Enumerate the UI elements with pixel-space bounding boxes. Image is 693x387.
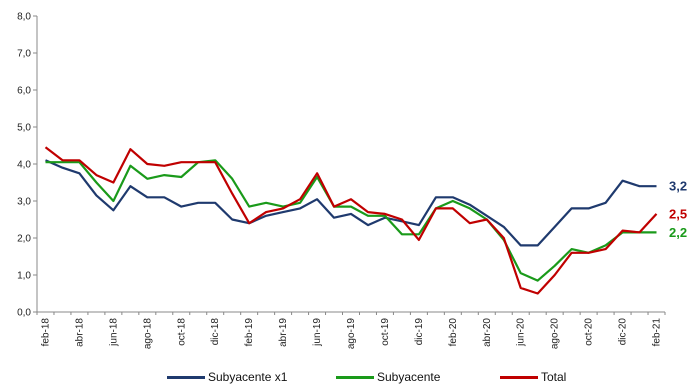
x-tick-label: feb-21 [652,318,663,347]
legend-label-subyacente-x1: Subyacente x1 [208,370,288,384]
x-tick-label: jun-19 [312,318,323,347]
x-tick-label: jun-18 [108,318,119,347]
legend-swatch-total [500,375,538,379]
series-line-total [44,146,658,295]
chart-series [44,146,658,295]
y-tick-label: 0,0 [17,308,31,319]
x-tick-label: abr-19 [278,318,289,347]
x-tick-label: abr-20 [482,318,493,347]
x-tick-label: feb-18 [40,318,51,347]
x-tick-label: dic-19 [414,318,425,346]
y-tick-label: 1,0 [17,271,31,282]
legend-item-total: Total [500,368,566,386]
x-tick-label: ago-20 [550,318,561,350]
y-tick-label: 6,0 [17,86,31,97]
y-tick-label: 5,0 [17,123,31,134]
x-tick-label: oct-20 [584,318,595,346]
series-line-subyacente [45,159,657,282]
legend-label-subyacente: Subyacente [377,370,441,384]
end-label-subyacente-x1: 3,2 [669,179,687,194]
x-tick-label: oct-19 [380,318,391,346]
y-tick-label: 2,0 [17,234,31,245]
series-line-subyacente-x1 [45,159,657,247]
legend-swatch-subyacente [336,375,374,379]
x-tick-label: feb-19 [244,318,255,347]
y-tick-label: 3,0 [17,197,31,208]
x-tick-label: oct-18 [176,318,187,346]
x-tick-label: feb-20 [448,318,459,347]
x-tick-label: abr-18 [74,318,85,347]
y-tick-label: 8,0 [17,12,31,23]
legend-label-total: Total [541,370,567,384]
legend-item-subyacente-x1: Subyacente x1 [167,368,287,386]
chart-legend: Subyacente x1 Subyacente Total [0,368,693,386]
legend-swatch-subyacente-x1 [167,375,205,379]
chart-end-labels: 3,2 2,2 2,5 [669,179,687,240]
end-label-total: 2,5 [669,206,687,221]
end-label-subyacente: 2,2 [669,225,687,240]
y-tick-label: 7,0 [17,49,31,60]
x-tick-label: dic-18 [210,318,221,346]
x-tick-label: ago-18 [142,318,153,350]
y-tick-label: 4,0 [17,160,31,171]
x-tick-label: ago-19 [346,318,357,350]
legend-item-subyacente: Subyacente [336,368,440,386]
x-tick-label: dic-20 [618,318,629,346]
chart-axes: 0,0 1,0 2,0 3,0 4,0 5,0 6,0 7,0 8,0 feb-18 abr-18 j… [17,12,666,350]
x-tick-label: jun-20 [516,318,527,347]
